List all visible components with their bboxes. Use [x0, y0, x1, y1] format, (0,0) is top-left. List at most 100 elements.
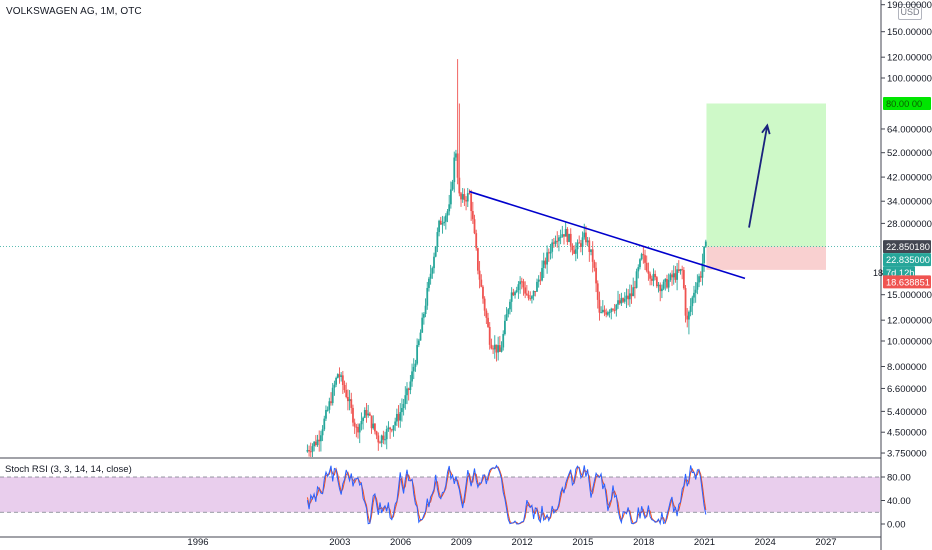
candle-body — [443, 221, 446, 224]
candle-body — [379, 442, 381, 444]
candle-body — [662, 281, 665, 289]
candle-body — [311, 446, 314, 452]
candle-body — [487, 317, 489, 327]
candle-body — [563, 234, 565, 237]
candle-body — [647, 270, 650, 274]
candle-body — [534, 291, 537, 293]
candle-body — [704, 241, 707, 247]
candle-body — [672, 273, 675, 278]
candle-body — [515, 290, 518, 293]
candle-body — [630, 293, 633, 297]
price-tick-label: 64.000000 — [887, 124, 932, 135]
time-tick-label: 1996 — [187, 537, 208, 548]
candle-body — [372, 423, 375, 429]
candle-body — [382, 435, 385, 440]
candle-body — [455, 153, 457, 158]
candle-body — [431, 268, 434, 274]
candle-body — [412, 366, 415, 372]
candle-body — [625, 295, 628, 299]
candle-body — [622, 298, 624, 302]
candle-body — [314, 441, 317, 446]
candle-body — [407, 388, 410, 391]
candle-body — [554, 240, 557, 244]
candle-body — [596, 283, 599, 300]
target-arrow[interactable] — [748, 125, 769, 228]
candle-body — [657, 284, 660, 287]
candle-body — [468, 193, 471, 195]
price-label-text: 80.00 00 — [886, 99, 922, 109]
candle-body — [519, 281, 522, 285]
candle-body — [345, 390, 348, 397]
candle-body — [541, 268, 543, 281]
candle-body — [355, 426, 358, 428]
price-label-last — [883, 240, 931, 254]
candle-body — [696, 282, 699, 290]
price-tick-label: 12.000000 — [887, 316, 932, 327]
candle-body — [659, 284, 662, 292]
candle-body — [390, 429, 393, 431]
candle-body — [465, 200, 467, 202]
candle-body — [679, 269, 682, 272]
candle-body — [384, 439, 386, 441]
candle-body — [505, 314, 508, 321]
price-tick-label: 5.400000 — [887, 407, 927, 418]
chart-title: VOLKSWAGEN AG, 1M, OTC — [6, 6, 142, 17]
candle-body — [524, 287, 527, 294]
candle-body — [417, 340, 420, 346]
candle-body — [561, 234, 564, 237]
candle-body — [600, 312, 603, 314]
stoch-tick-label: 0.00 — [887, 520, 906, 531]
candle-body — [502, 334, 505, 348]
candle-body — [416, 345, 419, 364]
candle-body — [389, 427, 392, 430]
candle-body — [480, 279, 483, 287]
candle-body — [395, 413, 398, 422]
candle-body — [370, 415, 373, 429]
currency-button[interactable]: USD — [898, 4, 922, 20]
price-tick-label: 42.000000 — [887, 173, 932, 184]
candle-body — [510, 292, 513, 302]
candle-body — [453, 157, 456, 183]
candle-body — [639, 259, 641, 268]
candle-body — [380, 435, 383, 443]
candle-body — [353, 422, 356, 427]
candle-body — [676, 269, 679, 280]
candle-body — [618, 300, 621, 304]
candle-body — [483, 298, 486, 311]
candle-body — [642, 254, 645, 256]
trendline[interactable] — [469, 190, 746, 280]
time-tick-label: 2024 — [755, 537, 776, 548]
price-label-text: 7d 12h — [886, 268, 914, 278]
candle-body — [333, 384, 336, 388]
candle-body — [463, 194, 466, 201]
candle-body — [460, 193, 462, 200]
candle-body — [350, 399, 353, 408]
price-label-text: 22.835000 — [886, 255, 930, 265]
candle-body — [319, 435, 322, 442]
candle-body — [637, 267, 640, 272]
candle-body — [590, 249, 592, 252]
candle-body — [688, 311, 690, 320]
price-tick-label: 34.000000 — [887, 197, 932, 208]
candle-body — [681, 269, 684, 271]
candle-body — [433, 256, 435, 269]
candle-body — [504, 320, 506, 335]
candle-body — [689, 306, 692, 312]
candle-body — [623, 298, 626, 302]
candle-body — [552, 242, 555, 244]
candle-body — [438, 220, 440, 233]
candle-body — [441, 223, 444, 225]
candle-body — [620, 298, 623, 304]
candle-body — [419, 332, 422, 341]
candle-body — [406, 388, 408, 396]
candle-body — [375, 431, 378, 436]
price-label-text: 22.850180 — [886, 242, 930, 252]
candle-body — [591, 249, 594, 262]
candle-body — [399, 412, 402, 421]
candle-body — [313, 441, 316, 447]
candle-body — [628, 293, 631, 300]
candle-body — [409, 381, 412, 391]
candle-body — [684, 288, 687, 316]
candle-body — [677, 269, 680, 272]
